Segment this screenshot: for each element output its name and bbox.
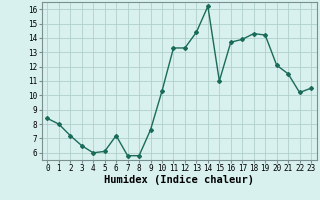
X-axis label: Humidex (Indice chaleur): Humidex (Indice chaleur) — [104, 175, 254, 185]
